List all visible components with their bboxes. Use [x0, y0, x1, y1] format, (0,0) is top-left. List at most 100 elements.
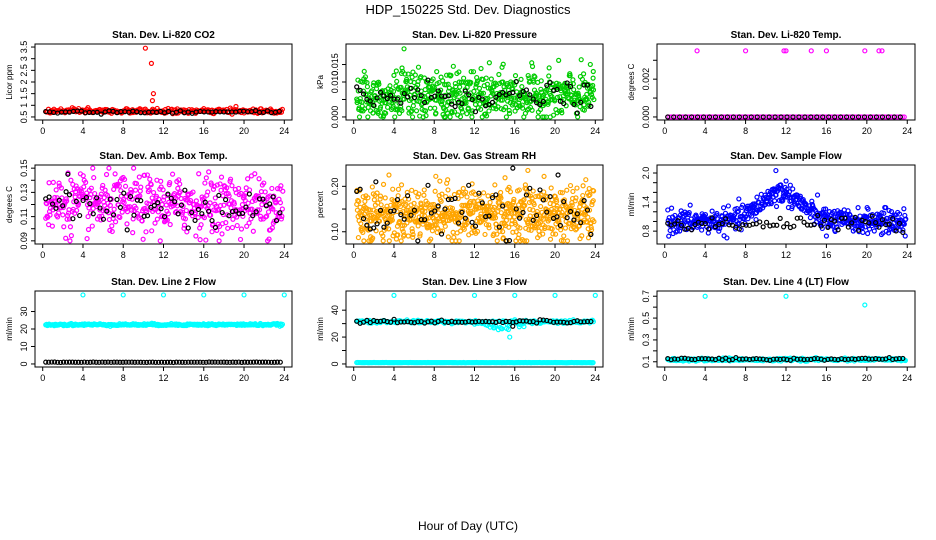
data-point [411, 200, 417, 206]
data-point [549, 226, 555, 232]
data-point [541, 173, 547, 180]
data-point [205, 189, 211, 195]
data-point [438, 87, 444, 93]
data-point [797, 193, 803, 199]
data-point [230, 216, 236, 222]
data-point [121, 190, 127, 196]
data-point [87, 210, 93, 216]
data-point [120, 359, 126, 365]
data-point [780, 198, 786, 204]
data-point [360, 91, 367, 97]
data-point [835, 227, 841, 233]
data-point [562, 225, 569, 231]
data-point [185, 359, 191, 365]
data-point [371, 197, 377, 203]
y-axis-label: ml/min [316, 317, 325, 341]
data-point [862, 48, 868, 54]
data-point [66, 192, 73, 198]
data-point [55, 359, 61, 365]
data-point [529, 107, 535, 113]
data-point [448, 99, 454, 105]
data-point [374, 318, 380, 324]
data-point [866, 226, 873, 232]
data-point [423, 113, 429, 119]
data-point [520, 209, 526, 216]
x-tick-label: 16 [199, 250, 209, 260]
data-point [116, 183, 122, 189]
data-point [155, 200, 161, 206]
data-point [237, 236, 244, 243]
y-tick-label: 3.5 [19, 41, 29, 54]
data-point [687, 202, 693, 208]
data-point [862, 302, 868, 308]
x-tick-label: 16 [510, 373, 520, 383]
data-point [179, 359, 185, 365]
data-point [256, 176, 262, 182]
data-point [500, 229, 506, 235]
data-point [379, 97, 385, 103]
data-point [355, 197, 361, 204]
data-point [482, 231, 488, 238]
data-point [784, 114, 790, 120]
data-point [107, 202, 113, 208]
data-point [587, 61, 593, 68]
data-point [452, 103, 458, 110]
x-tick-label: 4 [80, 126, 85, 136]
x-tick-label: 20 [862, 250, 872, 260]
x-tick-label: 24 [902, 250, 912, 260]
data-point [356, 198, 362, 204]
data-point [274, 186, 281, 192]
x-tick-label: 8 [432, 250, 437, 260]
data-point [450, 63, 456, 69]
data-point [111, 212, 117, 218]
data-point [175, 211, 181, 217]
data-point [63, 359, 70, 365]
data-point [444, 110, 450, 116]
data-point [193, 233, 199, 239]
data-point [677, 114, 683, 120]
data-point [61, 224, 67, 230]
data-point [141, 359, 147, 365]
data-point [702, 293, 708, 299]
data-point [564, 80, 570, 86]
data-point [527, 92, 533, 98]
data-point [222, 197, 229, 203]
data-point [740, 202, 746, 208]
data-point [405, 71, 411, 77]
data-point [264, 108, 271, 114]
data-point [147, 176, 153, 182]
data-point [259, 359, 266, 365]
data-point [525, 167, 531, 174]
data-point [92, 190, 98, 197]
data-point [381, 224, 387, 230]
data-point [160, 292, 167, 298]
data-point [757, 219, 763, 225]
data-point [852, 214, 858, 220]
data-point [457, 90, 463, 96]
x-tick-label: 8 [121, 373, 126, 383]
panel-4: Stan. Dev. Amb. Box Temp. degrees C 0 4 8 12 1… [5, 151, 293, 260]
data-point [452, 319, 458, 325]
data-point [371, 225, 377, 231]
data-point [354, 84, 360, 90]
data-point [122, 183, 129, 189]
y-tick-label: 0.002 [641, 68, 651, 91]
y-tick-label: 10 [19, 341, 29, 351]
data-point [552, 98, 558, 104]
data-point [476, 192, 482, 198]
data-point [149, 228, 155, 234]
data-point [489, 195, 496, 201]
data-point [407, 217, 413, 223]
y-tick-label: 1.4 [641, 196, 651, 209]
data-point [258, 216, 264, 222]
data-point [109, 223, 115, 229]
x-tick-label: 0 [40, 250, 45, 260]
y-tick-label: 0.000 [641, 106, 651, 129]
data-point [745, 216, 751, 222]
x-tick-label: 24 [279, 373, 289, 383]
data-point [754, 114, 760, 120]
data-point [200, 359, 206, 365]
data-point [888, 208, 895, 215]
data-point [215, 359, 221, 365]
data-point [131, 212, 137, 218]
